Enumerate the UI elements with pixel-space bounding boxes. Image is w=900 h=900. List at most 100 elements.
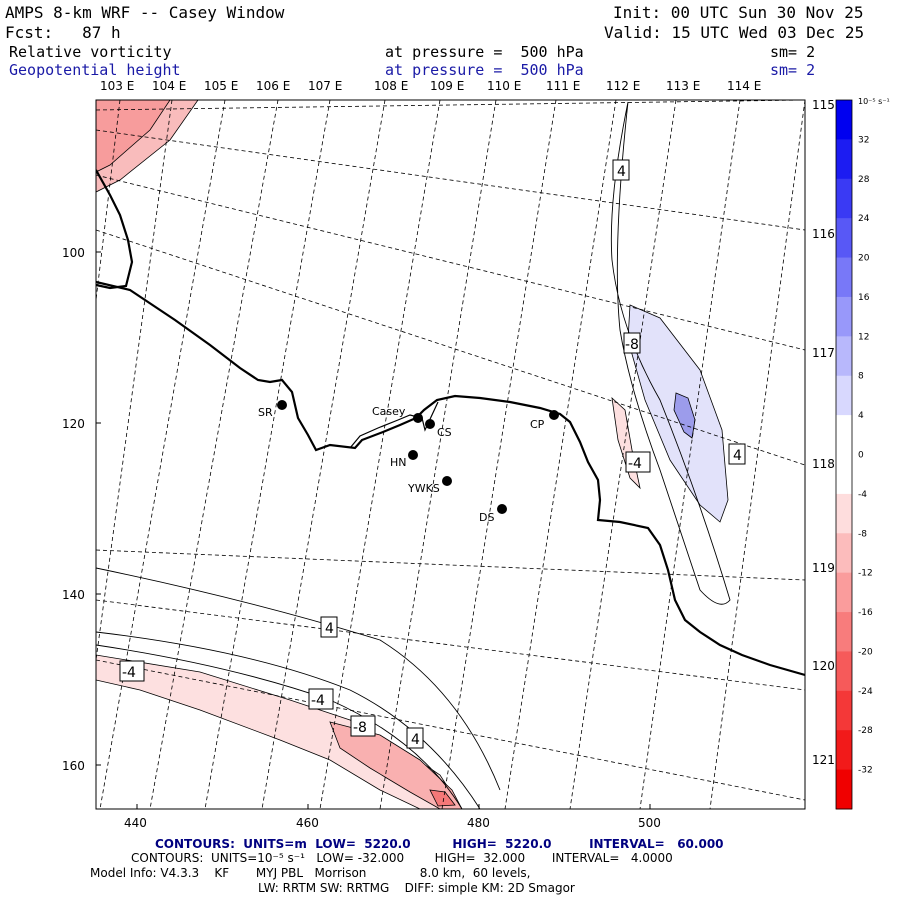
lon-label: 104 E [152, 79, 186, 93]
colorbar-tick: -12 [858, 569, 873, 579]
colorbar-tick: 8 [858, 372, 864, 382]
colorbar-tick: -8 [858, 529, 867, 539]
lon-label: 114 E [727, 79, 761, 93]
colorbar-tick: 20 [858, 254, 870, 264]
contour-label: -4 [311, 693, 325, 709]
contour-label: -4 [628, 456, 642, 472]
contour-label: 4 [617, 164, 626, 180]
colorbar-swatch [836, 257, 852, 298]
colorbar-frame [835, 99, 853, 810]
station-marker [442, 476, 452, 486]
valid-time: Valid: 15 UTC Wed 03 Dec 25 [604, 23, 865, 42]
lon-label: 108 E [374, 79, 408, 93]
colorbar-tick: 4 [858, 411, 864, 421]
footer-vorticity-contours: CONTOURS: UNITS=10⁻⁵ s⁻¹ LOW= -32.000 HI… [131, 851, 673, 865]
colorbar-swatch [836, 769, 852, 810]
lon-label: 112 E [606, 79, 640, 93]
footer-model-info: Model Info: V4.3.3 KF MYJ PBL Morrison 8… [90, 866, 531, 880]
colorbar-tick: 16 [858, 293, 870, 303]
station-marker [413, 413, 423, 423]
vorticity-shade-negative [96, 100, 171, 173]
colorbar-swatch [836, 690, 852, 731]
coastline [96, 169, 805, 677]
y-tick: 120 [62, 417, 85, 431]
colorbar-swatch [836, 572, 852, 613]
station-marker [425, 419, 435, 429]
colorbar-swatch [836, 336, 852, 377]
graticule [96, 100, 805, 809]
field2-smoothing: sm= 2 [770, 61, 816, 79]
field2-level: at pressure = 500 hPa [385, 61, 584, 79]
colorbar-tick: 12 [858, 332, 869, 342]
colorbar-unit: 10⁻⁵ s⁻¹ [858, 97, 890, 106]
station-label: SR [258, 406, 273, 419]
y-axis: 100 120 140 160 [62, 246, 101, 773]
field1-level: at pressure = 500 hPa [385, 43, 584, 61]
x-tick: 480 [467, 816, 490, 830]
lon-label: 105 E [204, 79, 238, 93]
colorbar-tick: 24 [858, 214, 870, 224]
station-label: DS [479, 511, 494, 524]
x-tick: 500 [638, 816, 661, 830]
colorbar-tick: -28 [858, 726, 873, 736]
colorbar-swatch [836, 296, 852, 337]
colorbar-tick: 28 [858, 175, 870, 185]
forecast-hour: Fcst: 87 h [5, 23, 121, 42]
station-label: YWKS [407, 482, 440, 495]
lon-label: 106 E [256, 79, 290, 93]
colorbar-tick: -20 [858, 647, 873, 657]
colorbar-swatch [836, 178, 852, 219]
colorbar-tick: -24 [858, 687, 873, 697]
vorticity-shade-negative [611, 396, 641, 490]
colorbar [836, 100, 852, 810]
colorbar-swatch [836, 100, 852, 140]
station-label: HN [390, 456, 407, 469]
colorbar-swatch [836, 533, 852, 574]
longitude-labels: 103 E 104 E 105 E 106 E 107 E 108 E 109 … [100, 79, 761, 93]
contour-label: 4 [733, 448, 742, 464]
contour-label: 4 [411, 732, 420, 748]
x-tick: 460 [296, 816, 319, 830]
station-label: CP [530, 418, 545, 431]
station-marker [497, 504, 507, 514]
colorbar-swatch [836, 651, 852, 692]
station-label: CS [437, 426, 452, 439]
plot-title: AMPS 8-km WRF -- Casey Window [5, 3, 285, 22]
contour-label: -8 [353, 720, 367, 736]
colorbar-swatch [836, 612, 852, 652]
y-tick: 160 [62, 759, 85, 773]
lon-label: 107 E [308, 79, 342, 93]
x-axis: 440 460 480 500 [124, 804, 661, 830]
contour-label: -4 [122, 665, 136, 681]
lon-label: 103 E [100, 79, 134, 93]
station-label: Casey [372, 405, 406, 418]
colorbar-swatch [836, 139, 852, 180]
contour-label: 4 [325, 621, 334, 637]
y-tick: 100 [62, 246, 85, 260]
colorbar-tick: -32 [858, 766, 873, 776]
footer-physics-info: LW: RRTM SW: RRTMG DIFF: simple KM: 2D S… [258, 881, 575, 895]
station-marker [549, 410, 559, 420]
colorbar-swatch [836, 493, 852, 534]
colorbar-tick: -16 [858, 608, 873, 618]
colorbar-tick: 32 [858, 135, 869, 145]
lon-label: 109 E [430, 79, 464, 93]
colorbar-tick: 0 [858, 451, 864, 461]
colorbar-swatch [836, 218, 852, 259]
colorbar-tick: -4 [858, 490, 867, 500]
vorticity-shade-negative [429, 789, 456, 807]
lon-label: 110 E [487, 79, 521, 93]
field2-name: Geopotential height [9, 61, 181, 79]
field1-name: Relative vorticity [9, 43, 172, 61]
lon-label: 111 E [546, 79, 580, 93]
vorticity-shade-negative [329, 721, 463, 809]
colorbar-swatch [836, 730, 852, 771]
map-frame [95, 99, 806, 810]
x-tick: 440 [124, 816, 147, 830]
colorbar-swatch [836, 375, 852, 416]
lon-label: 113 E [666, 79, 700, 93]
field1-smoothing: sm= 2 [770, 43, 816, 61]
y-tick: 140 [62, 588, 85, 602]
colorbar-swatch [836, 415, 852, 455]
